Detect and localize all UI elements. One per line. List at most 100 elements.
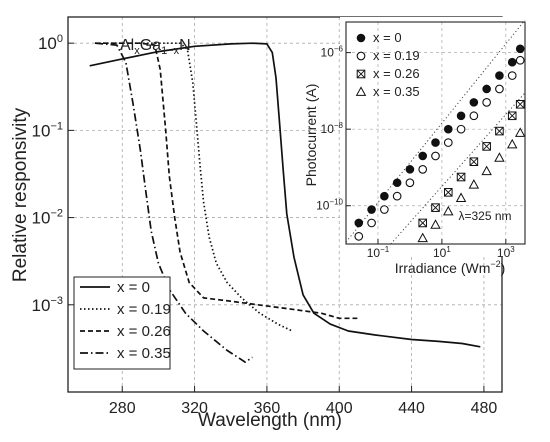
data-point bbox=[430, 219, 441, 229]
main-y-axis-label: Relative responsivity bbox=[10, 107, 31, 282]
data-point bbox=[443, 205, 454, 216]
data-point bbox=[515, 44, 525, 54]
data-point bbox=[482, 84, 491, 94]
data-point bbox=[495, 126, 504, 136]
inset-x-tick-label: 101 bbox=[433, 245, 451, 260]
legend-label: x = 0.26 bbox=[373, 66, 420, 81]
data-point bbox=[367, 218, 376, 228]
data-point bbox=[354, 231, 364, 241]
inset-y-axis-label: Photocurrent (A) bbox=[303, 84, 319, 187]
data-point bbox=[380, 205, 389, 214]
fit-line bbox=[390, 92, 526, 245]
inset-grid bbox=[346, 22, 525, 244]
main-y-tick-label: 100 bbox=[38, 33, 63, 53]
series-line bbox=[95, 42, 293, 332]
inset-legend: x = 0 x = 0.19 x = 0.26 x = 0.35 bbox=[355, 30, 420, 99]
data-point bbox=[468, 179, 480, 189]
main-x-tick-label: 400 bbox=[326, 400, 353, 417]
series-line bbox=[95, 42, 358, 320]
inset-x-axis-label: Irradiance (Wm−2) bbox=[395, 259, 506, 276]
main-legend: x = 0 x = 0.19 x = 0.26 x = 0.35 bbox=[73, 276, 171, 370]
series-line bbox=[89, 42, 481, 348]
fit-line bbox=[345, 19, 526, 243]
main-y-tick-label: 10−3 bbox=[32, 295, 63, 315]
legend-marker bbox=[356, 33, 366, 43]
data-point bbox=[469, 98, 479, 107]
inset-points bbox=[354, 44, 526, 243]
legend-label: x = 0.26 bbox=[117, 323, 171, 340]
main-legend-box bbox=[73, 276, 171, 370]
data-point bbox=[482, 98, 491, 107]
data-point bbox=[367, 205, 376, 214]
data-point bbox=[431, 138, 440, 147]
legend-label: x = 0.19 bbox=[117, 301, 171, 318]
inset-fit-lines bbox=[345, 19, 526, 245]
legend-label: x = 0 bbox=[117, 279, 150, 296]
data-point bbox=[405, 165, 415, 174]
data-point bbox=[405, 178, 415, 188]
data-point bbox=[443, 188, 453, 197]
inset-background bbox=[340, 17, 530, 257]
data-point bbox=[380, 191, 389, 201]
inset-chart: 10−1 101 103 10−6 10−8 10−10 Irradiance (Wm−2… bbox=[303, 17, 530, 276]
legend-marker bbox=[356, 69, 366, 79]
data-point bbox=[507, 57, 517, 67]
data-point bbox=[431, 151, 440, 161]
legend-label: x = 0.35 bbox=[117, 345, 171, 362]
main-x-axis-label: Wavelength (nm) bbox=[198, 410, 342, 431]
inset-plot-frame bbox=[345, 21, 526, 245]
data-point bbox=[481, 165, 492, 176]
inset-ticks: 10−1 101 103 10−6 10−8 10−10 bbox=[316, 45, 515, 260]
data-point bbox=[455, 192, 467, 202]
inset-x-tick-label: 103 bbox=[497, 245, 515, 260]
data-point bbox=[469, 157, 479, 167]
data-point bbox=[443, 124, 453, 134]
legend-marker bbox=[355, 86, 367, 96]
data-point bbox=[506, 138, 518, 149]
main-series bbox=[89, 42, 481, 363]
data-point bbox=[482, 142, 491, 151]
data-point bbox=[514, 127, 526, 137]
inset-x-tick-label: 10−1 bbox=[367, 245, 390, 260]
main-x-tick-label: 480 bbox=[471, 400, 498, 417]
data-point bbox=[392, 191, 402, 201]
legend-label: x = 0 bbox=[373, 30, 402, 45]
data-point bbox=[354, 218, 364, 228]
main-y-tick-label: 10−2 bbox=[32, 208, 63, 228]
data-point bbox=[507, 71, 517, 80]
data-point bbox=[417, 232, 428, 243]
data-point bbox=[469, 111, 479, 121]
main-ticks: 280 320 360 400 440 480 100 10−1 10−2 10−3 bbox=[32, 33, 498, 417]
main-x-tick-label: 440 bbox=[398, 400, 425, 417]
data-point bbox=[495, 71, 504, 80]
legend-label: x = 0.19 bbox=[373, 48, 420, 63]
data-point bbox=[418, 151, 428, 161]
data-point bbox=[456, 111, 466, 121]
data-point bbox=[431, 203, 440, 212]
main-x-tick-label: 360 bbox=[254, 400, 281, 417]
inset-y-tick-label: 10−8 bbox=[321, 121, 344, 136]
series-line bbox=[95, 42, 253, 363]
data-point bbox=[494, 152, 505, 162]
main-x-tick-label: 280 bbox=[109, 400, 136, 417]
main-x-tick-label: 320 bbox=[181, 400, 208, 417]
data-point bbox=[495, 84, 504, 94]
data-point bbox=[418, 165, 428, 174]
inset-y-tick-label: 10−10 bbox=[316, 198, 343, 213]
legend-label: x = 0.35 bbox=[373, 84, 420, 99]
data-point bbox=[456, 124, 466, 134]
legend-marker bbox=[356, 51, 366, 61]
data-point bbox=[507, 111, 517, 121]
data-point bbox=[392, 178, 402, 188]
inset-annotation: λ=325 nm bbox=[458, 209, 511, 223]
data-point bbox=[515, 55, 525, 65]
data-point bbox=[443, 138, 453, 147]
composition-label: AlxGa1−xN bbox=[120, 37, 191, 57]
main-y-tick-label: 10−1 bbox=[32, 120, 63, 140]
data-point bbox=[418, 218, 428, 228]
inset-y-tick-label: 10−6 bbox=[321, 45, 344, 60]
data-point bbox=[515, 99, 525, 109]
data-point bbox=[456, 172, 466, 182]
